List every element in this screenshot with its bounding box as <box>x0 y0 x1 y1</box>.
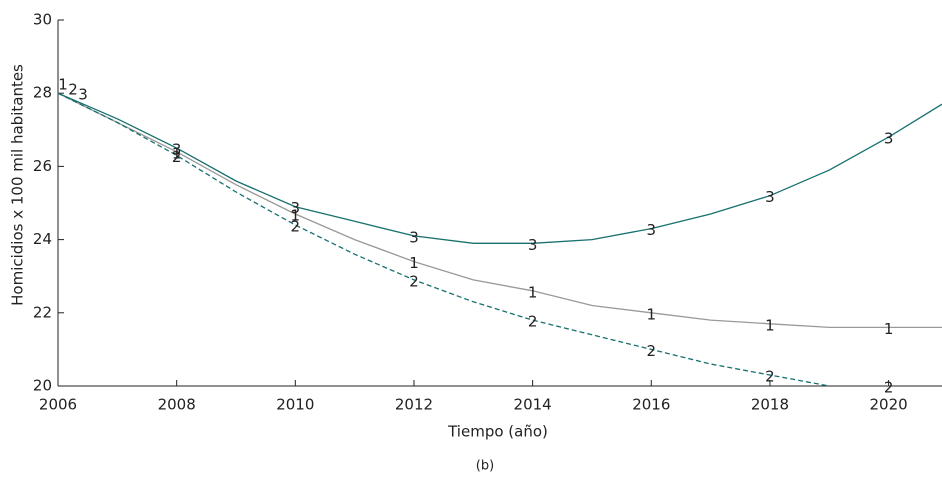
y-tick-label: 20 <box>33 377 52 395</box>
series-line <box>57 92 942 244</box>
x-tick-label: 2014 <box>514 396 552 414</box>
series-label: 2 <box>291 217 301 235</box>
series-label: 3 <box>765 188 775 206</box>
y-tick-label: 26 <box>33 157 52 175</box>
series-label: 1 <box>409 254 419 272</box>
x-tick-label: 2018 <box>751 396 789 414</box>
y-axis-label: Homicidios x 100 mil habitantes <box>9 64 27 306</box>
series-label: 1 <box>528 283 538 301</box>
x-tick-label: 2016 <box>632 396 670 414</box>
y-tick-label: 30 <box>33 11 52 29</box>
series-label: 3 <box>647 221 657 239</box>
series-label: 3 <box>409 228 419 246</box>
series-label: 3 <box>528 236 538 254</box>
x-tick-label: 2008 <box>158 396 196 414</box>
x-axis-label: Tiempo (año) <box>447 423 548 441</box>
series-line <box>57 92 942 329</box>
series-label: 1 <box>58 76 68 94</box>
series-label: 2 <box>765 368 775 386</box>
series-line <box>57 92 830 387</box>
series-label: 1 <box>172 144 182 162</box>
x-tick-label: 2020 <box>870 396 908 414</box>
y-tick-label: 28 <box>33 84 52 102</box>
series-label: 2 <box>884 379 894 397</box>
series-label: 3 <box>291 199 301 217</box>
series-label: 1 <box>291 206 301 224</box>
series-label: 2 <box>409 272 419 290</box>
x-tick-label: 2006 <box>39 396 77 414</box>
series-label: 3 <box>172 141 182 159</box>
y-tick-label: 22 <box>33 303 52 321</box>
series-label: 2 <box>68 81 78 99</box>
series-label: 3 <box>884 130 894 148</box>
series-label: 1 <box>884 320 894 338</box>
series-label: 1 <box>765 316 775 334</box>
series-label: 3 <box>78 86 88 104</box>
series-label: 2 <box>647 342 657 360</box>
series-label: 2 <box>528 313 538 331</box>
series-label: 1 <box>647 305 657 323</box>
series-label: 2 <box>172 148 182 166</box>
y-tick-label: 24 <box>33 230 52 248</box>
x-tick-label: 2010 <box>276 396 314 414</box>
x-tick-label: 2012 <box>395 396 433 414</box>
caption: (b) <box>476 459 494 474</box>
